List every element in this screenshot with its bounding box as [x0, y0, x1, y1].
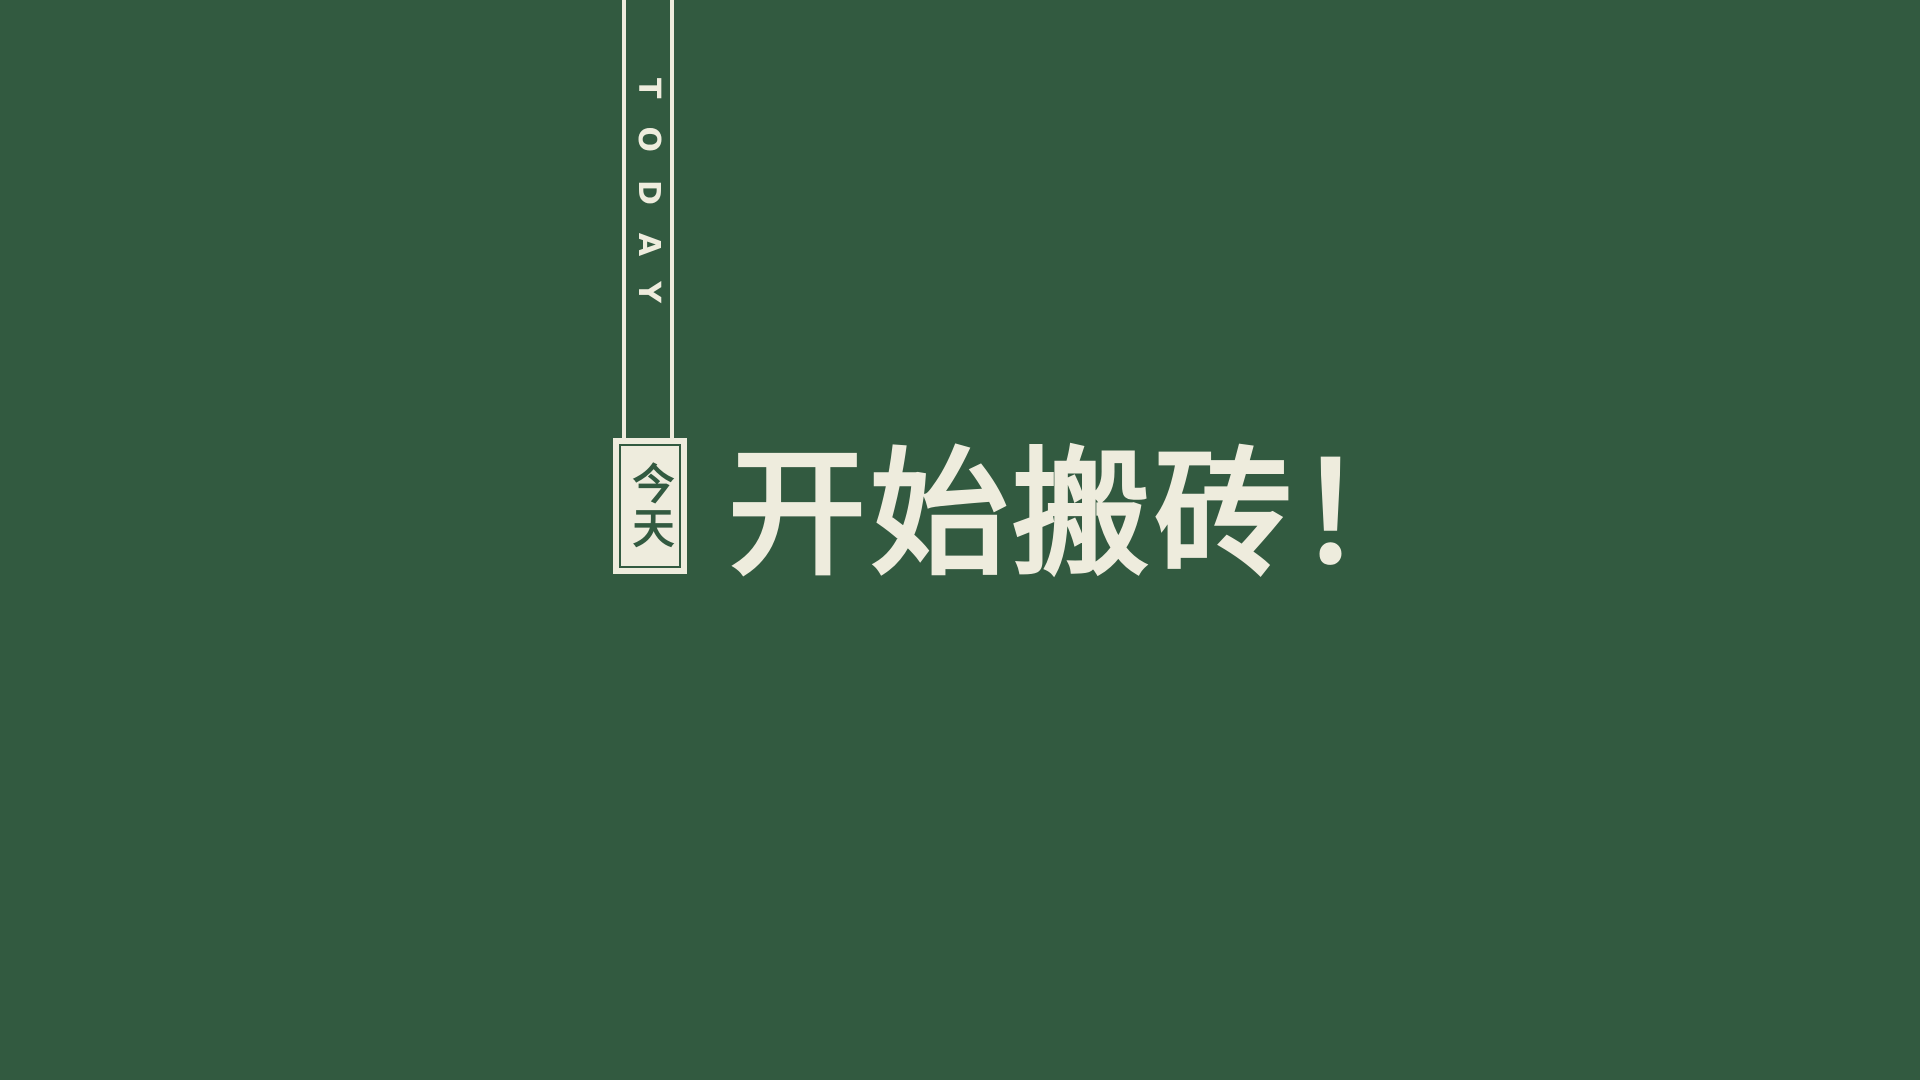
strap-label: TODAY [631, 78, 666, 331]
hanging-strap: TODAY [622, 0, 674, 442]
hanging-tag: 今天 [613, 438, 687, 574]
headline-text: 开始搬砖！ [728, 434, 1439, 595]
tag-label: 今天 [626, 462, 675, 550]
